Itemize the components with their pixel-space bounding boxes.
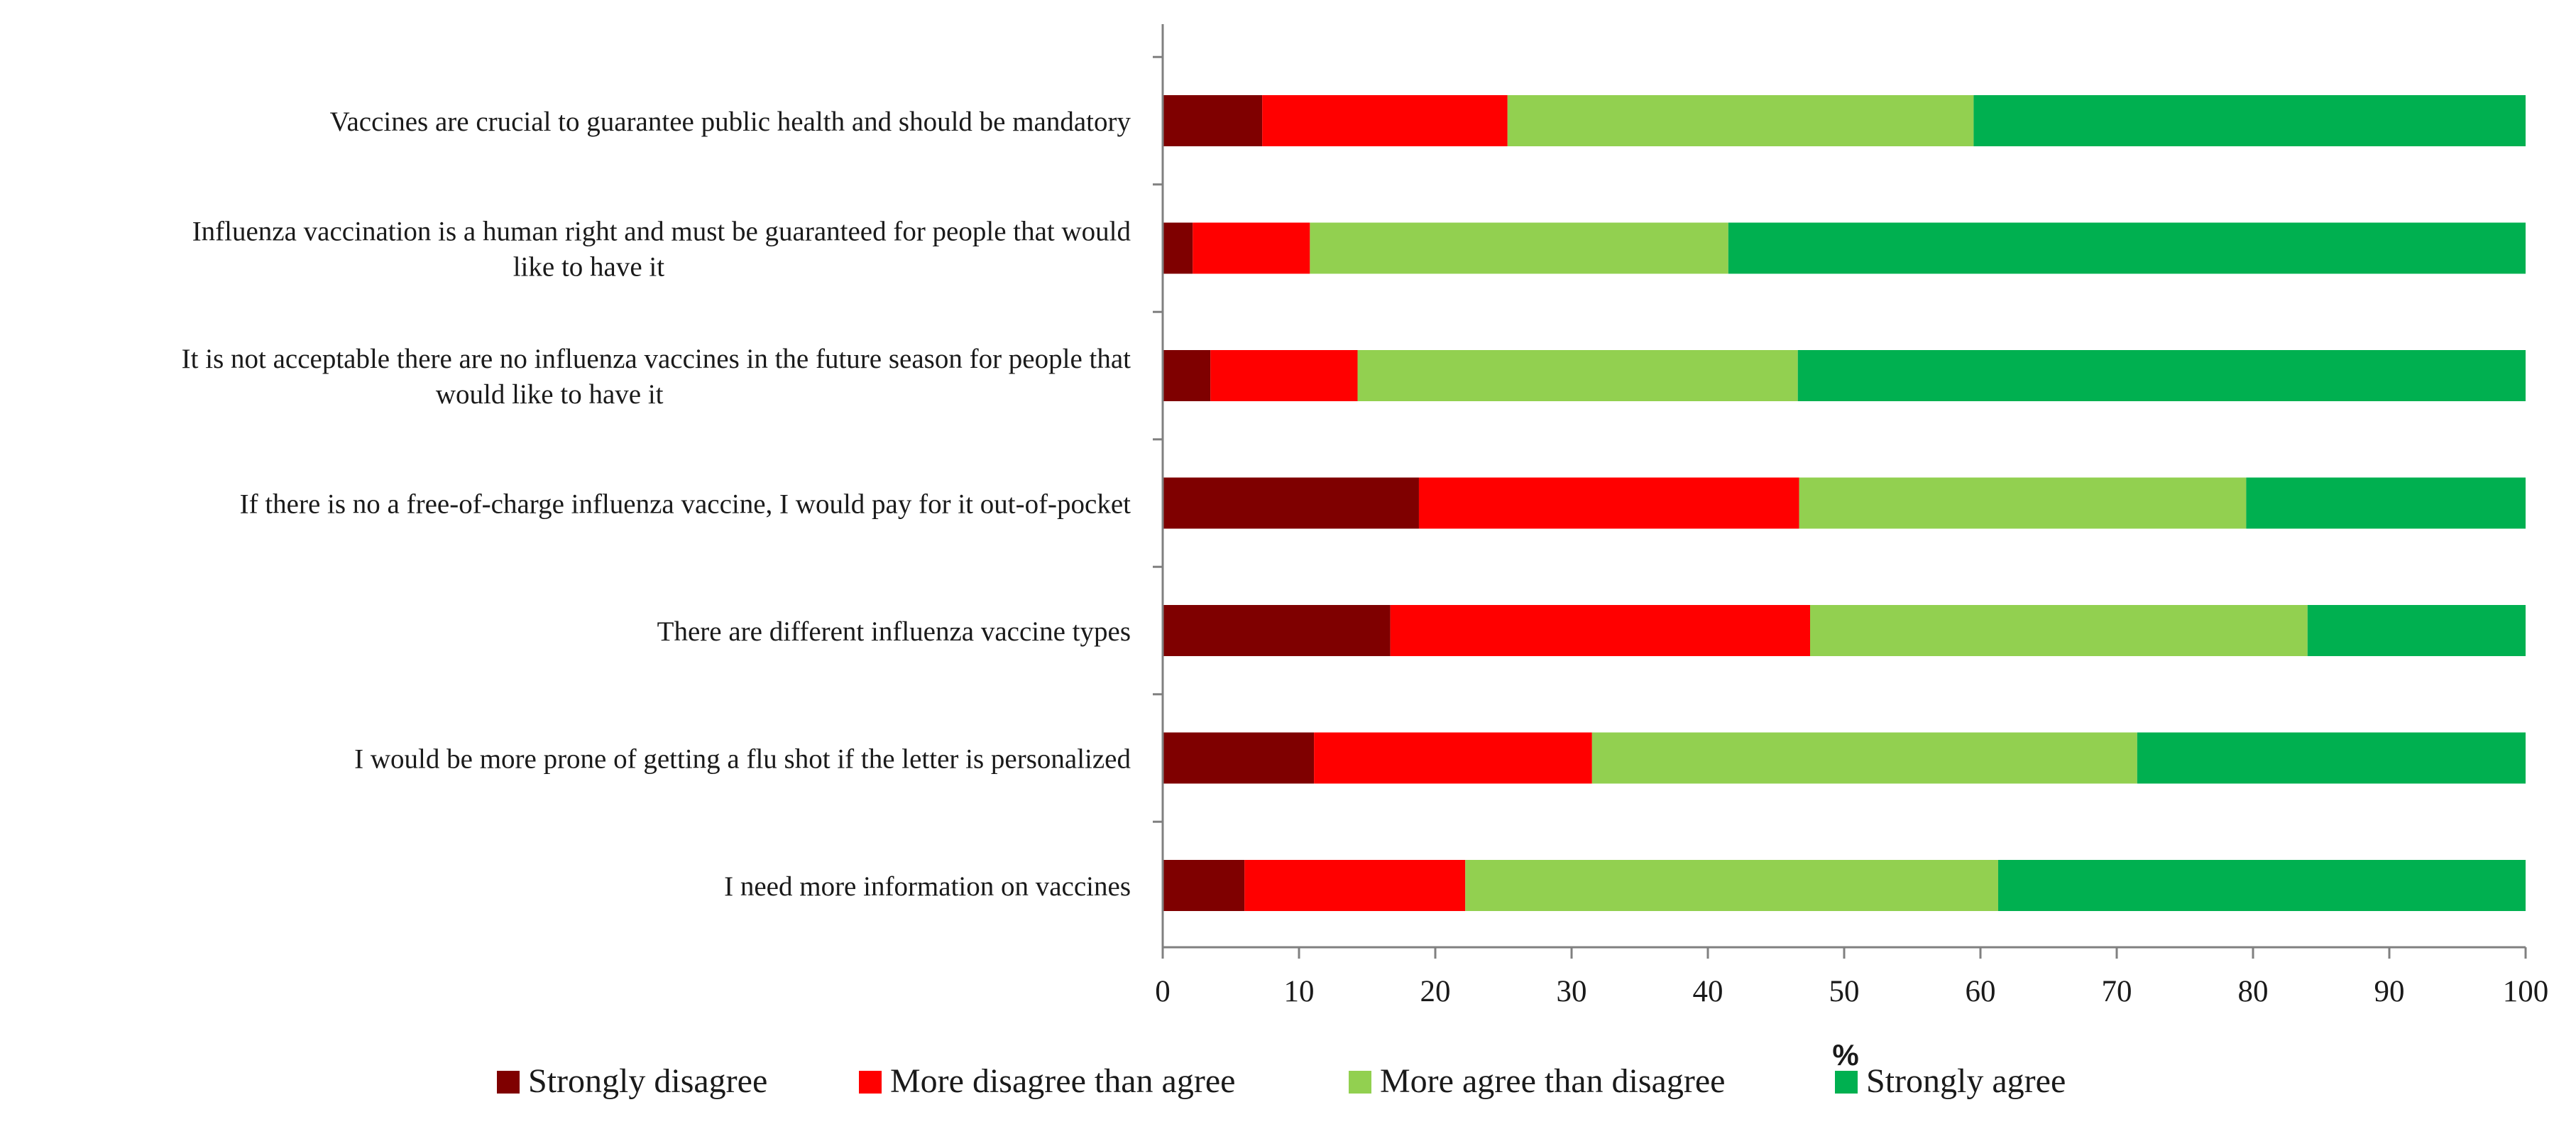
legend-swatch bbox=[859, 1071, 882, 1094]
bar-segment bbox=[2137, 732, 2526, 784]
bar-segment bbox=[1797, 350, 2526, 401]
bar-segment bbox=[1314, 732, 1592, 784]
bar-segment bbox=[1262, 95, 1508, 146]
bar-segment bbox=[1465, 860, 1998, 911]
bar-segment bbox=[1418, 477, 1799, 529]
bar-segment bbox=[1163, 605, 1391, 656]
x-tick-label: 60 bbox=[1966, 975, 1996, 1008]
bar-segment bbox=[2307, 605, 2526, 656]
x-tick-label: 0 bbox=[1155, 975, 1171, 1008]
bar-segment bbox=[1163, 860, 1245, 911]
category-label: It is not acceptable there are no influe… bbox=[182, 344, 1131, 374]
category-label: There are different influenza vaccine ty… bbox=[657, 616, 1131, 647]
bar-segment bbox=[1997, 860, 2526, 911]
bar-segment bbox=[1163, 95, 1263, 146]
legend-label: Strongly disagree bbox=[528, 1062, 767, 1100]
bar-segment bbox=[1193, 222, 1310, 274]
bar-segment bbox=[1810, 605, 2308, 656]
bar-segment bbox=[1591, 732, 2137, 784]
x-tick-label: 70 bbox=[2102, 975, 2132, 1008]
legend-label: Strongly agree bbox=[1866, 1062, 2066, 1100]
bar-segment bbox=[1163, 222, 1193, 274]
bar-segment bbox=[2246, 477, 2526, 529]
x-axis-title: % bbox=[1832, 1038, 1858, 1072]
bars-layer bbox=[1163, 95, 2526, 911]
bar-segment bbox=[1210, 350, 1358, 401]
x-tick-label: 50 bbox=[1829, 975, 1860, 1008]
bar-segment bbox=[1163, 477, 1419, 529]
x-tick-label: 30 bbox=[1557, 975, 1587, 1008]
bar-segment bbox=[1310, 222, 1728, 274]
legend-swatch bbox=[497, 1071, 520, 1094]
category-label: I would be more prone of getting a flu s… bbox=[354, 744, 1131, 775]
bar-segment bbox=[1244, 860, 1466, 911]
bar-segment bbox=[1973, 95, 2526, 146]
x-tick-label: 100 bbox=[2503, 975, 2549, 1008]
bar-segment bbox=[1728, 222, 2526, 274]
x-tick-label: 10 bbox=[1284, 975, 1315, 1008]
bar-segment bbox=[1390, 605, 1810, 656]
category-label: If there is no a free-of-charge influenz… bbox=[240, 489, 1131, 520]
legend-label: More disagree than agree bbox=[890, 1062, 1235, 1100]
axes-layer bbox=[1153, 24, 2527, 959]
bar-segment bbox=[1799, 477, 2247, 529]
category-label: like to have it bbox=[513, 252, 665, 283]
bar-segment bbox=[1507, 95, 1974, 146]
legend: Strongly disagree More disagree than agre… bbox=[497, 1062, 2066, 1100]
x-tick-label: 90 bbox=[2374, 975, 2405, 1008]
x-tick-label: 40 bbox=[1693, 975, 1723, 1008]
category-label: Vaccines are crucial to guarantee public… bbox=[330, 107, 1131, 137]
bar-segment bbox=[1163, 732, 1315, 784]
legend-label: More agree than disagree bbox=[1380, 1062, 1725, 1100]
category-label: I need more information on vaccines bbox=[724, 871, 1131, 902]
x-tick-label: 20 bbox=[1420, 975, 1451, 1008]
bar-segment bbox=[1357, 350, 1798, 401]
category-label: would like to have it bbox=[436, 379, 664, 410]
category-label: Influenza vaccination is a human right a… bbox=[192, 217, 1131, 247]
bar-segment bbox=[1163, 350, 1211, 401]
labels-layer: Vaccines are crucial to guarantee public… bbox=[182, 107, 2549, 1072]
legend-swatch bbox=[1349, 1071, 1371, 1094]
x-tick-label: 80 bbox=[2238, 975, 2269, 1008]
legend-swatch bbox=[1835, 1071, 1858, 1094]
